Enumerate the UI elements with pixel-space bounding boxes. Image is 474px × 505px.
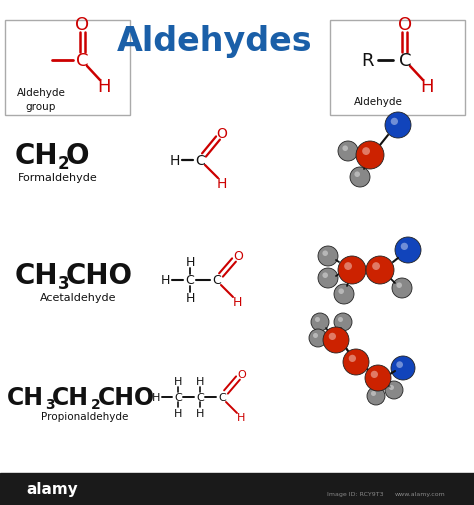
Text: C: C [174, 392, 182, 402]
Circle shape [334, 314, 352, 331]
Text: C: C [218, 392, 226, 402]
Text: CHO: CHO [98, 385, 155, 409]
Text: H: H [185, 292, 195, 305]
Text: H: H [232, 296, 242, 309]
Circle shape [392, 278, 412, 298]
Circle shape [315, 317, 320, 322]
Text: H: H [196, 376, 204, 386]
Circle shape [313, 333, 318, 338]
Circle shape [366, 257, 394, 284]
Text: 2: 2 [58, 155, 70, 173]
Text: www.alamy.com: www.alamy.com [395, 491, 446, 496]
Circle shape [342, 146, 348, 152]
Circle shape [391, 357, 415, 380]
Text: 2: 2 [91, 397, 101, 411]
Circle shape [355, 172, 360, 178]
Circle shape [322, 273, 328, 278]
Text: alamy: alamy [26, 482, 78, 496]
Circle shape [401, 243, 408, 250]
Circle shape [371, 391, 376, 396]
Circle shape [372, 263, 380, 271]
Text: Formaldehyde: Formaldehyde [18, 173, 98, 183]
Text: O: O [66, 142, 90, 170]
Text: H: H [217, 177, 227, 190]
Text: C: C [186, 274, 194, 287]
Text: H: H [160, 274, 170, 287]
Text: Acetaldehyde: Acetaldehyde [40, 292, 116, 302]
Circle shape [395, 237, 421, 264]
Text: H: H [196, 408, 204, 418]
Text: H: H [185, 256, 195, 269]
Text: Aldehyde
group: Aldehyde group [17, 88, 65, 112]
Circle shape [334, 284, 354, 305]
Circle shape [385, 113, 411, 139]
Circle shape [318, 269, 338, 288]
Text: C: C [76, 52, 88, 70]
Text: H: H [174, 376, 182, 386]
Circle shape [391, 119, 398, 126]
Circle shape [338, 142, 358, 162]
Circle shape [389, 385, 394, 390]
Circle shape [385, 381, 403, 399]
Circle shape [350, 168, 370, 188]
Text: Propionaldehyde: Propionaldehyde [41, 411, 128, 421]
Circle shape [318, 246, 338, 267]
Circle shape [309, 329, 327, 347]
Text: H: H [174, 408, 182, 418]
Text: Image ID: RCY9T3: Image ID: RCY9T3 [327, 491, 383, 496]
Text: H: H [152, 392, 160, 402]
Circle shape [323, 327, 349, 354]
Circle shape [356, 142, 384, 170]
Circle shape [367, 387, 385, 405]
Circle shape [322, 251, 328, 257]
Text: CH: CH [15, 142, 58, 170]
FancyBboxPatch shape [5, 21, 130, 116]
Text: H: H [420, 78, 434, 96]
Circle shape [349, 355, 356, 362]
Text: CH: CH [7, 385, 44, 409]
Circle shape [344, 263, 352, 271]
Text: CH: CH [15, 262, 58, 289]
Bar [0, 473, 474, 505]
Text: H: H [237, 412, 245, 422]
Circle shape [365, 365, 391, 391]
Circle shape [396, 362, 403, 368]
Text: H: H [170, 154, 180, 168]
Circle shape [338, 317, 343, 322]
Text: C: C [196, 392, 204, 402]
Circle shape [338, 289, 344, 294]
Text: O: O [233, 250, 243, 263]
Text: O: O [75, 16, 89, 34]
FancyBboxPatch shape [330, 21, 465, 116]
Text: R: R [362, 52, 374, 70]
Text: C: C [195, 154, 205, 168]
Text: 3: 3 [58, 274, 70, 292]
Text: C: C [213, 274, 221, 287]
Circle shape [343, 349, 369, 375]
Text: C: C [399, 52, 411, 70]
Circle shape [371, 371, 378, 378]
Text: O: O [217, 127, 228, 141]
Circle shape [338, 257, 366, 284]
Text: O: O [237, 369, 246, 379]
Text: CH: CH [52, 385, 89, 409]
Text: CHO: CHO [66, 262, 133, 289]
Circle shape [362, 148, 370, 156]
Circle shape [396, 283, 402, 288]
Text: Aldehyde: Aldehyde [354, 97, 402, 107]
Text: 3: 3 [45, 397, 55, 411]
Text: Aldehydes: Aldehydes [117, 24, 313, 58]
Circle shape [329, 333, 336, 340]
Circle shape [311, 314, 329, 331]
Text: H: H [97, 78, 111, 96]
Text: O: O [398, 16, 412, 34]
